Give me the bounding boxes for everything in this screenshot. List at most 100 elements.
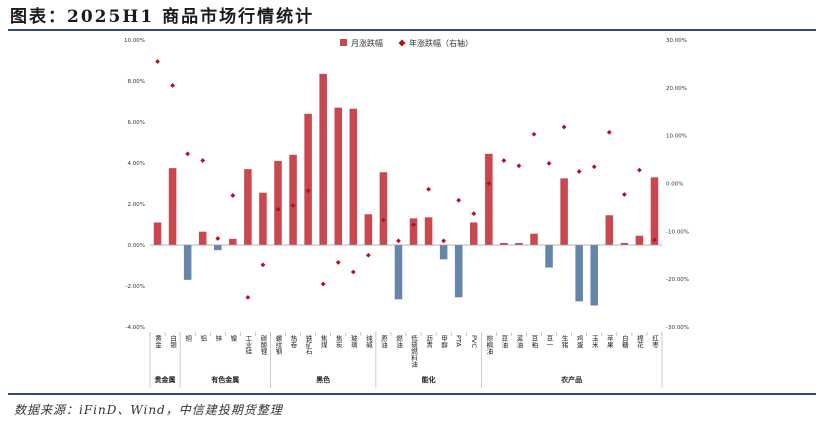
marker-焦炭 xyxy=(335,260,341,265)
category-label: 铜 xyxy=(184,334,192,343)
marker-工业硅 xyxy=(245,294,251,300)
group-label: 农产品 xyxy=(560,375,582,384)
bar-锌 xyxy=(214,245,222,251)
category-label: 螺纹钢 xyxy=(274,334,282,356)
source-note: 数据来源：iFinD、Wind，中信建投期货整理 xyxy=(14,403,283,417)
bar-PTA xyxy=(454,245,463,298)
bar-棕榈油 xyxy=(485,153,493,245)
marker-菜油 xyxy=(516,163,522,169)
bar-低硫燃料油 xyxy=(409,218,418,245)
bar-镍 xyxy=(229,238,237,245)
marker-铝 xyxy=(200,158,206,163)
bar-菜油 xyxy=(515,242,523,245)
category-label: 生猪 xyxy=(560,334,568,350)
category-label: PVC xyxy=(470,335,478,348)
category-label: 红枣 xyxy=(650,334,658,350)
category-label: 苹果 xyxy=(605,334,613,350)
group-label: 贵金属 xyxy=(155,375,176,384)
bar-黄金 xyxy=(153,222,162,245)
bar-工业硅 xyxy=(244,169,252,245)
bar-白糖 xyxy=(620,242,629,245)
category-label: 白银 xyxy=(169,334,177,350)
page-title: 图表：2025H1 商品市场行情统计 xyxy=(10,7,315,27)
marker-红枣 xyxy=(652,237,657,243)
category-labels: 黄金 白银铜铝锌镍工业硅 碳酸锂 螺纹钢 热卷 铁矿石 焦煤 焦炭 玻璃 纯碱 原油 燃油 低硫燃料油沥… xyxy=(149,332,663,369)
title-divider xyxy=(8,29,816,31)
category-label: 低硫燃料油 xyxy=(410,334,418,369)
bar-铝 xyxy=(198,231,207,245)
marker-铜 xyxy=(185,151,191,157)
group-label: 有色金属 xyxy=(211,375,239,384)
marker-PVC xyxy=(471,211,477,217)
marker-碳酸锂 xyxy=(260,262,266,268)
left-tick-label: 8.00% xyxy=(128,79,145,85)
bar-原油 xyxy=(379,172,388,245)
legend-bar-swatch xyxy=(340,39,347,46)
marker-苹果 xyxy=(606,129,612,135)
legend-marker-swatch xyxy=(398,39,406,47)
category-label: 焦炭 xyxy=(334,334,342,350)
legend-marker-label: 年涨跌幅（右轴） xyxy=(409,38,473,48)
group-label: 能化 xyxy=(422,375,436,384)
right-tick-label: -10.00% xyxy=(666,229,689,235)
bar-甲醇 xyxy=(439,245,448,260)
legend-bar-label: 月涨跌幅 xyxy=(351,38,383,48)
bar-PVC xyxy=(470,222,478,245)
right-axis-ticks: 30.00% 20.00% 10.00% 0.00% -10.00% -20.00% -30… xyxy=(666,38,689,331)
marker-低硫燃料油 xyxy=(411,222,416,228)
left-tick-label: 10.00% xyxy=(124,38,145,44)
bar-铁矿石 xyxy=(304,113,312,245)
category-label: 热卷 xyxy=(289,334,297,349)
bar-苹果 xyxy=(605,215,614,245)
right-tick-label: -30.00% xyxy=(666,325,689,331)
bar-豆粕 xyxy=(530,233,538,245)
marker-沥青 xyxy=(426,186,431,192)
marker-豆一 xyxy=(546,161,552,166)
group-label: 黑色 xyxy=(316,375,330,384)
category-label: 锌 xyxy=(214,334,222,343)
right-tick-label: 10.00% xyxy=(666,134,687,140)
category-label: 燃油 xyxy=(394,334,402,350)
bar-豆一 xyxy=(545,245,553,268)
marker-series xyxy=(155,59,657,300)
marker-热卷 xyxy=(290,203,296,208)
bar-焦炭 xyxy=(334,107,342,246)
category-label: 豆油 xyxy=(500,335,508,350)
category-label: 沥青 xyxy=(425,334,433,350)
left-tick-label: 4.00% xyxy=(128,161,145,167)
category-label: 菜油 xyxy=(515,334,523,350)
marker-豆粕 xyxy=(531,131,537,137)
category-label: 原油 xyxy=(379,335,387,350)
marker-纯碱 xyxy=(365,252,371,258)
marker-燃油 xyxy=(396,238,401,244)
bar-螺纹钢 xyxy=(274,160,282,245)
marker-白糖 xyxy=(621,192,627,197)
commodity-chart: 月涨跌幅 年涨跌幅（右轴） 10.00% 8.00% 6.00% 4.00% 2.00%… xyxy=(124,38,689,388)
bar-棉花 xyxy=(635,235,644,245)
right-tick-label: -20.00% xyxy=(666,277,689,283)
left-axis-ticks: 10.00% 8.00% 6.00% 4.00% 2.00% 0.00% -2.00% -4.… xyxy=(124,38,145,331)
category-label: 铝 xyxy=(199,334,207,343)
bar-series xyxy=(153,73,659,306)
category-label: 玉米 xyxy=(590,335,598,350)
marker-鸡蛋 xyxy=(576,169,582,174)
category-label: 棕榈油 xyxy=(485,334,493,356)
marker-棕榈油 xyxy=(486,181,492,186)
bar-白银 xyxy=(168,168,177,246)
marker-棉花 xyxy=(637,167,642,173)
left-tick-label: 0.00% xyxy=(128,243,145,249)
left-tick-label: -2.00% xyxy=(126,284,145,290)
category-label: 纯碱 xyxy=(364,334,372,350)
bar-铜 xyxy=(183,245,192,280)
marker-玉米 xyxy=(591,164,597,170)
marker-螺纹钢 xyxy=(275,206,281,212)
category-label: 工业硅 xyxy=(244,335,252,355)
category-label: 铁矿石 xyxy=(304,334,312,356)
marker-铁矿石 xyxy=(305,188,311,194)
bar-玻璃 xyxy=(349,108,358,245)
bar-生猪 xyxy=(560,178,568,246)
marker-甲醇 xyxy=(441,238,447,244)
marker-玻璃 xyxy=(350,269,356,275)
marker-豆油 xyxy=(501,158,507,163)
right-tick-label: 0.00% xyxy=(666,182,683,188)
